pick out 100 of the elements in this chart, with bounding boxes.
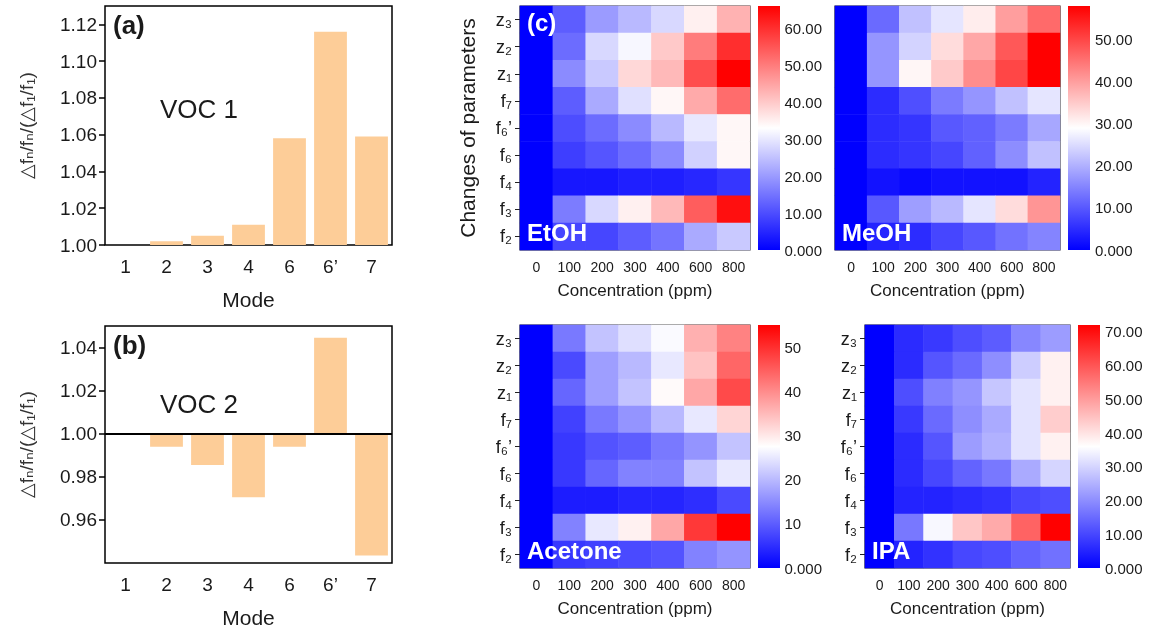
y-tick-label: f₄ xyxy=(499,490,512,511)
x-tick-label: 100 xyxy=(871,259,896,275)
x-tick-label: 4 xyxy=(243,256,255,277)
y-tick-label: 1.10 xyxy=(60,50,97,72)
color-bar-label: 60.00 xyxy=(1105,357,1143,374)
y-tick-label: 0.96 xyxy=(60,509,97,531)
color-bar-label: 0.000 xyxy=(1105,559,1143,577)
color-bar-label: 10.00 xyxy=(1095,199,1133,217)
y-tick-label: f₃ xyxy=(499,517,512,538)
y-tick-label: 1.02 xyxy=(60,380,97,402)
y-tick-label: 0.98 xyxy=(60,466,97,488)
x-tick-label: 300 xyxy=(955,577,980,593)
y-tick-label: f₄ xyxy=(844,490,857,511)
x-tick-label: 800 xyxy=(721,577,746,593)
y-axis-title: Changes of parameters xyxy=(456,18,479,238)
x-tick-label: 100 xyxy=(557,259,582,275)
y-tick-label: z₂ xyxy=(496,36,512,57)
y-tick-label: 1.00 xyxy=(60,423,97,445)
x-tick-label: 400 xyxy=(656,577,680,593)
color-bar-label: 0.000 xyxy=(784,559,823,577)
y-tick-label: f₂ xyxy=(500,226,512,247)
x-tick-label: 800 xyxy=(1043,577,1068,593)
x-tick-label: 600 xyxy=(1014,577,1038,593)
x-tick-label: 3 xyxy=(202,256,213,277)
x-tick-label: 6’ xyxy=(323,256,338,277)
x-axis-title: Concentration (ppm) xyxy=(557,281,713,300)
x-axis-title: Mode xyxy=(222,606,275,629)
y-tick-label: z₃ xyxy=(840,328,857,349)
y-tick-label: z₃ xyxy=(495,328,512,349)
y-tick-label: f₆ xyxy=(499,463,512,484)
color-bar-label: 30.00 xyxy=(784,130,823,148)
color-bar-label: 10.00 xyxy=(1105,525,1143,543)
annotation: VOC 1 xyxy=(160,93,239,124)
y-tick-label: 1.08 xyxy=(60,87,97,109)
x-tick-label: 300 xyxy=(623,259,647,275)
x-tick-label: 800 xyxy=(1032,259,1056,275)
x-tick-label: 6 xyxy=(284,574,295,595)
y-tick-label: f₇ xyxy=(845,409,857,430)
annotation: VOC 2 xyxy=(160,389,239,420)
y-axis-title: △fₙ/fₙ/(△f₁/f₁) xyxy=(16,391,38,498)
color-bar-label: 30 xyxy=(784,426,802,444)
annotation: (c) xyxy=(527,8,557,36)
color-bar-label: 10.00 xyxy=(784,204,823,222)
y-tick-label: f₃ xyxy=(499,199,512,220)
y-tick-label: z₂ xyxy=(496,355,512,376)
x-tick-label: 2 xyxy=(161,256,172,277)
x-tick-label: 0 xyxy=(875,577,884,593)
color-bar-label: 50 xyxy=(784,338,802,356)
y-tick-label: 1.02 xyxy=(60,197,97,219)
y-tick-label: f₆’ xyxy=(495,436,512,457)
y-tick-label: 1.04 xyxy=(60,337,98,359)
x-tick-label: 6 xyxy=(284,256,295,277)
x-tick-label: 3 xyxy=(202,574,213,595)
y-tick-label: f₆’ xyxy=(495,118,512,138)
x-tick-label: 600 xyxy=(689,259,713,275)
color-bar-label: 10 xyxy=(784,515,802,533)
y-tick-label: z₂ xyxy=(841,355,857,376)
color-bar-label: 20 xyxy=(784,471,802,489)
x-axis-title: Mode xyxy=(222,288,275,311)
color-bar-label: 50.00 xyxy=(1095,31,1133,49)
y-tick-label: f₇ xyxy=(500,90,512,111)
x-tick-label: 800 xyxy=(721,259,746,275)
color-bar-label: 70.00 xyxy=(1105,323,1143,341)
y-tick-label: f₂ xyxy=(845,544,857,565)
annotation: EtOH xyxy=(527,218,587,246)
color-bar-label: 20.00 xyxy=(1105,492,1143,509)
color-bar-label: 20.00 xyxy=(1095,157,1133,175)
color-bar-label: 60.00 xyxy=(784,19,823,37)
x-tick-label: 400 xyxy=(985,577,1009,593)
annotation: (b) xyxy=(113,330,147,360)
x-tick-label: 200 xyxy=(903,259,928,275)
x-tick-label: 400 xyxy=(656,259,680,275)
color-bar-label: 0.000 xyxy=(1095,241,1133,259)
color-bar-label: 40 xyxy=(784,382,802,400)
x-tick-label: 6’ xyxy=(323,574,338,595)
y-tick-label: 1.00 xyxy=(60,234,97,256)
color-bar-label: 50.00 xyxy=(1105,390,1143,408)
y-tick-label: f₃ xyxy=(844,517,857,538)
y-tick-label: f₆ xyxy=(499,145,512,166)
y-tick-label: f₇ xyxy=(500,409,512,430)
y-tick-label: 1.06 xyxy=(60,124,97,146)
x-tick-label: 100 xyxy=(557,577,582,593)
color-bar-label: 30.00 xyxy=(1105,458,1143,476)
color-bar-label: 20.00 xyxy=(784,167,823,185)
x-tick-label: 0 xyxy=(847,259,856,275)
x-axis-title: Concentration (ppm) xyxy=(870,281,1025,300)
color-bar-label: 40.00 xyxy=(784,93,823,111)
x-tick-label: 2 xyxy=(161,574,172,595)
y-tick-label: z₁ xyxy=(841,382,857,403)
x-tick-label: 300 xyxy=(935,259,960,275)
y-tick-label: z₁ xyxy=(496,63,512,84)
color-bar-label: 30.00 xyxy=(1095,115,1133,133)
annotation: IPA xyxy=(872,536,911,564)
y-tick-label: z₁ xyxy=(496,382,512,403)
y-axis-title: △fₙ/fₙ/(△f₁/f₁) xyxy=(16,72,38,179)
color-bar-label: 40.00 xyxy=(1105,424,1143,442)
annotation: MeOH xyxy=(842,218,912,246)
x-tick-label: 1 xyxy=(120,256,131,277)
color-bar-label: 40.00 xyxy=(1095,73,1133,91)
annotation: (a) xyxy=(113,10,145,40)
